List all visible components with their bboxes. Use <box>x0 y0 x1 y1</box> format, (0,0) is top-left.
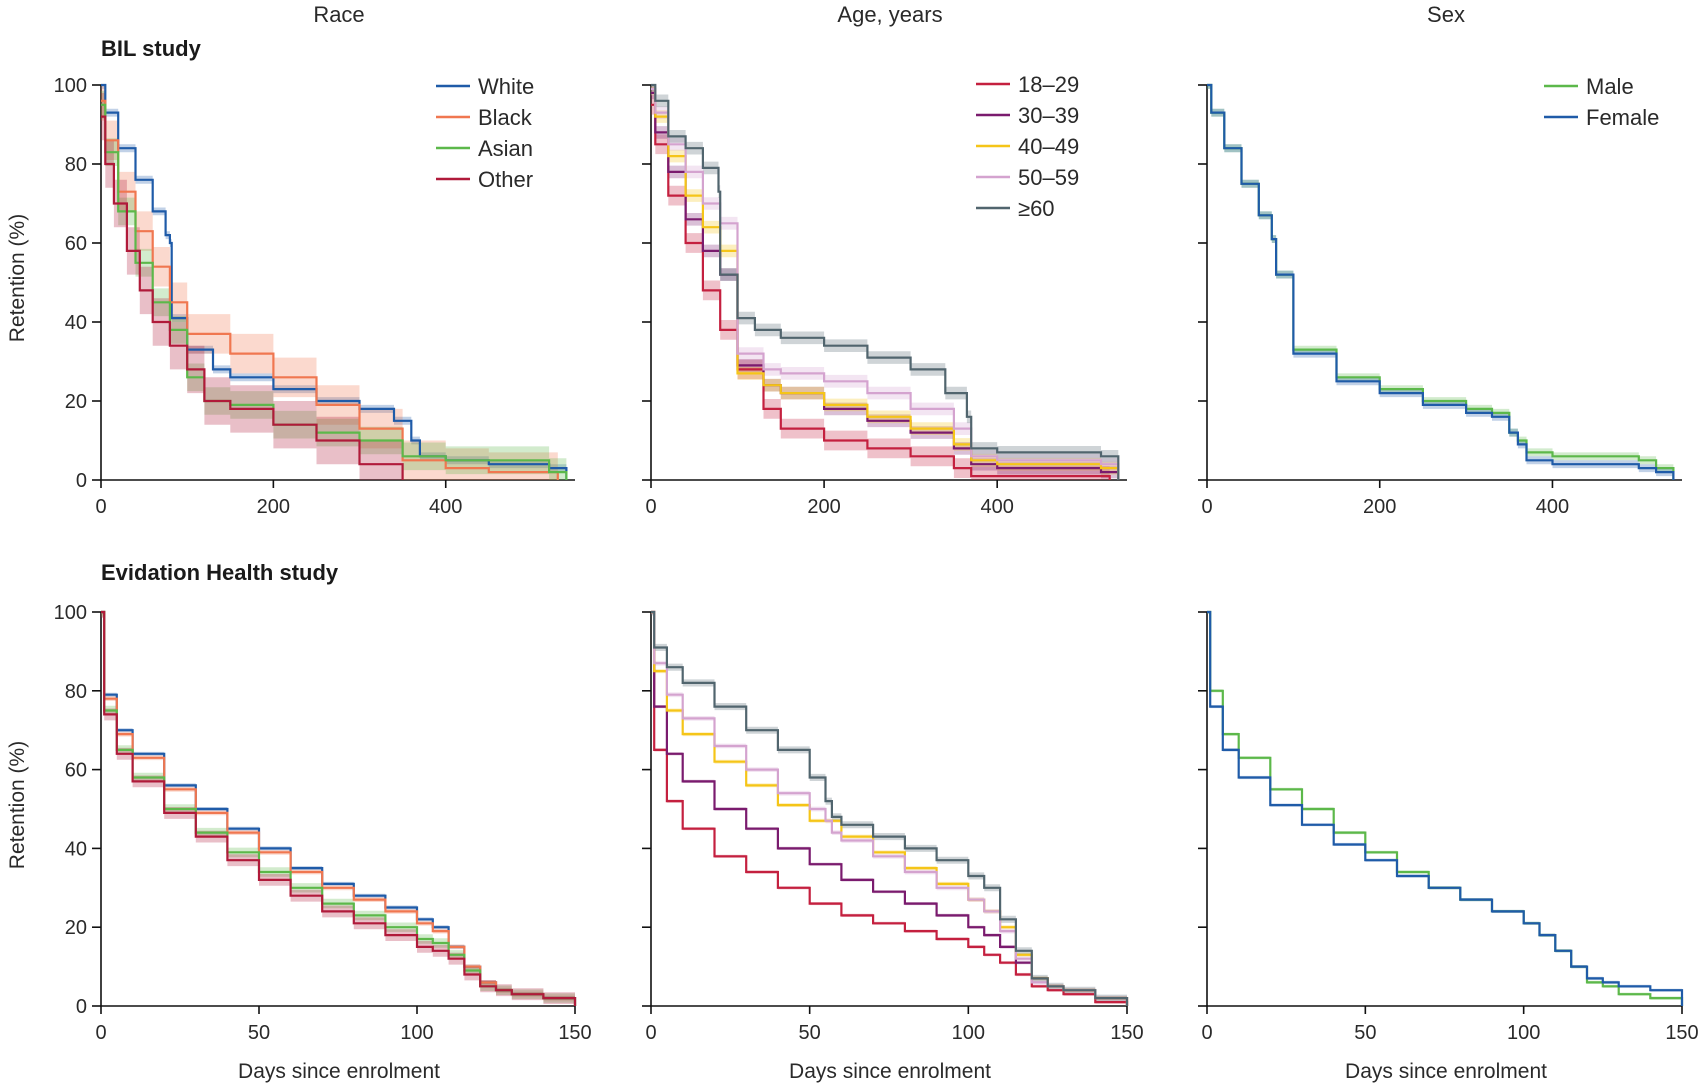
row-title-bil: BIL study <box>101 36 202 61</box>
series-line-asian <box>101 610 577 1006</box>
y-tick-label: 20 <box>65 917 87 939</box>
x-tick-label: 400 <box>1536 496 1569 518</box>
y-axis-label-bottom: Retention (%) <box>6 741 29 869</box>
legend-label-60: ≥60 <box>1018 196 1055 221</box>
panel-evidation-race: 0 20 40 60 80 100 0 50 100 150 <box>54 602 592 1044</box>
x-tick-label: 0 <box>645 496 656 518</box>
x-tick-label: 400 <box>980 496 1013 518</box>
x-tick-label: 100 <box>400 1022 433 1044</box>
y-axis-label-top: Retention (%) <box>6 214 29 342</box>
row-title-evidation: Evidation Health study <box>101 560 339 585</box>
legend-label-40-49: 40–49 <box>1018 134 1079 159</box>
series-line-60 <box>651 83 1120 480</box>
x-tick-label: 400 <box>429 496 462 518</box>
legend-label-female: Female <box>1586 105 1659 130</box>
legend-label-male: Male <box>1586 74 1634 99</box>
y-tick-label: 80 <box>65 681 87 703</box>
x-tick-label: 0 <box>645 1022 656 1044</box>
x-tick-label: 200 <box>1363 496 1396 518</box>
y-tick-label: 40 <box>65 838 87 860</box>
y-tick-label: 20 <box>65 391 87 413</box>
y-tick-label: 60 <box>65 233 87 255</box>
x-tick-label: 0 <box>95 1022 106 1044</box>
col-title-age: Age, years <box>837 2 942 27</box>
x-axis-label-2: Days since enrolment <box>789 1060 991 1083</box>
ci-band-other <box>101 92 403 481</box>
panel-evidation-sex: 0 50 100 150 <box>1198 610 1699 1044</box>
ci-band-40-49 <box>651 85 1119 480</box>
legend-label-white: White <box>478 74 534 99</box>
ci-band-female <box>1207 85 1674 480</box>
x-tick-label: 100 <box>1507 1022 1540 1044</box>
panel-evidation-age: 0 50 100 150 <box>642 610 1144 1044</box>
x-axis-label-1: Days since enrolment <box>238 1060 440 1083</box>
x-tick-label: 50 <box>799 1022 821 1044</box>
x-tick-label: 100 <box>952 1022 985 1044</box>
series-line-40-49 <box>651 87 1120 480</box>
ci-band-male <box>1207 85 1674 480</box>
x-tick-label: 150 <box>1665 1022 1698 1044</box>
ci-band-male <box>1207 612 1682 1006</box>
series-line-18-29 <box>651 610 1129 1006</box>
series-line-female <box>1207 83 1675 480</box>
x-tick-label: 50 <box>1354 1022 1376 1044</box>
legend-label-18-29: 18–29 <box>1018 72 1079 97</box>
x-tick-label: 150 <box>558 1022 591 1044</box>
series-line-30-39 <box>651 610 1129 1006</box>
col-title-sex: Sex <box>1427 2 1465 27</box>
series-line-male <box>1207 610 1684 1006</box>
x-tick-label: 200 <box>257 496 290 518</box>
ci-band-30-39 <box>651 86 1119 480</box>
x-tick-label: 0 <box>1201 496 1212 518</box>
x-tick-label: 0 <box>95 496 106 518</box>
series-line-other <box>101 115 404 480</box>
series-line-male <box>1207 83 1675 480</box>
col-title-race: Race <box>313 2 364 27</box>
x-tick-label: 200 <box>807 496 840 518</box>
x-tick-label: 50 <box>248 1022 270 1044</box>
panel-bil-age: 0 200 400 18–29 30–39 40–49 50–59 ≥60 <box>642 72 1127 518</box>
series-line-black <box>101 99 559 480</box>
legend-label-other: Other <box>478 167 533 192</box>
legend-label-asian: Asian <box>478 136 533 161</box>
x-tick-label: 150 <box>1110 1022 1143 1044</box>
series-line-50-59 <box>651 87 1120 480</box>
legend-label-50-59: 50–59 <box>1018 165 1079 190</box>
legend-label-black: Black <box>478 105 533 130</box>
series-line-black <box>101 610 577 1006</box>
series-line-female <box>1207 610 1684 1006</box>
y-tick-label: 40 <box>65 312 87 334</box>
x-tick-label: 0 <box>1201 1022 1212 1044</box>
y-tick-label: 100 <box>54 602 87 624</box>
series-line-other <box>101 610 577 1006</box>
y-tick-label: 0 <box>76 470 87 492</box>
panel-bil-sex: 0 200 400 Male Female <box>1198 74 1682 518</box>
legend-label-30-39: 30–39 <box>1018 103 1079 128</box>
ci-band-female <box>1207 612 1682 1006</box>
y-tick-label: 100 <box>54 75 87 97</box>
series-line-60 <box>651 610 1129 1006</box>
y-tick-label: 60 <box>65 760 87 782</box>
y-tick-label: 0 <box>76 996 87 1018</box>
panel-bil-race: 0 20 40 60 80 100 0 200 400 White Black Asian Other <box>54 74 575 518</box>
y-tick-label: 80 <box>65 154 87 176</box>
series-line-50-59 <box>651 610 1129 1006</box>
x-axis-label-3: Days since enrolment <box>1345 1060 1547 1083</box>
